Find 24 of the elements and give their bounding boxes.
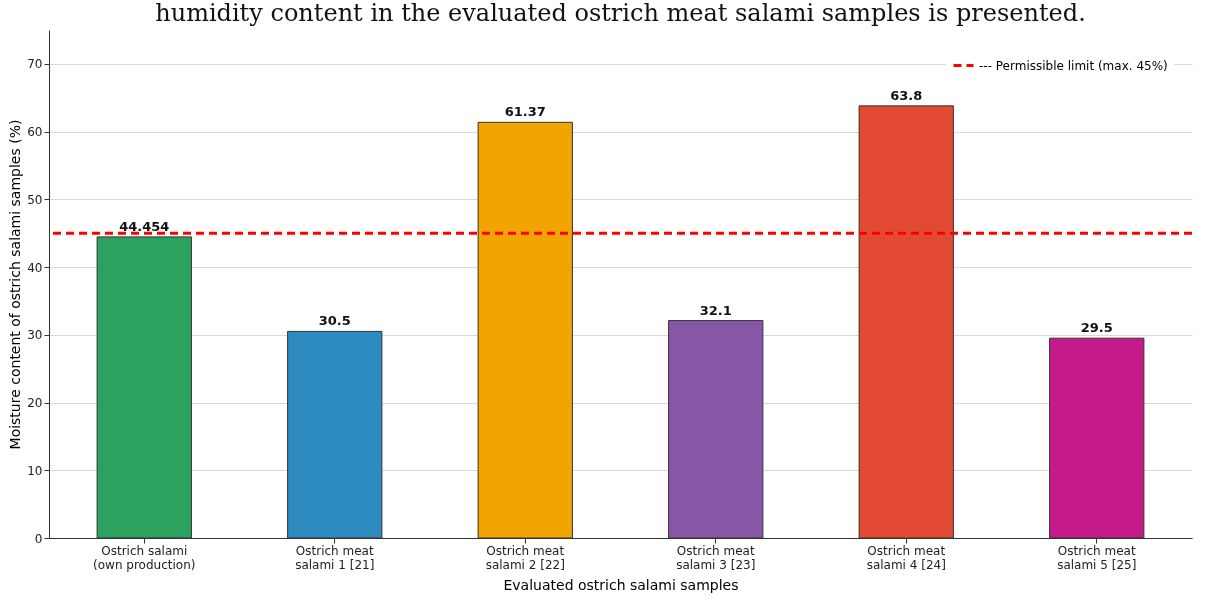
y-axis-title: Moisture content of ostrich salami samples (%): [7, 119, 24, 450]
x-axis-title: Evaluated ostrich salami samples: [503, 576, 739, 593]
y-tick-label: 30: [27, 328, 43, 343]
x-tick-label: Ostrich salami (own production): [93, 543, 196, 572]
x-tick-label: Ostrich meat salami 5 [25]: [1057, 543, 1137, 572]
x-tick-label: Ostrich meat salami 1 [21]: [295, 543, 375, 572]
y-tick-label: 70: [27, 57, 43, 72]
x-tick-label: Ostrich meat salami 3 [23]: [676, 543, 756, 572]
data-label: 32.1: [699, 302, 732, 318]
y-tick-label: 10: [27, 463, 43, 478]
chart-title: humidity content in the evaluated ostrich meat salami samples is presented.: [155, 0, 1086, 27]
y-tick-label: 0: [34, 531, 43, 546]
x-tick-label: Ostrich meat salami 2 [22]: [485, 543, 565, 572]
data-label: 30.5: [318, 313, 351, 329]
legend-label: --- Permissible limit (max. 45%): [979, 58, 1168, 73]
data-label: 29.5: [1080, 320, 1113, 336]
y-tick-label: 50: [27, 192, 43, 207]
y-tick-label: 60: [27, 125, 43, 140]
data-label: 61.37: [504, 104, 546, 120]
y-tick-label: 40: [27, 260, 43, 275]
y-tick-label: 20: [27, 396, 43, 411]
data-label: 44.454: [119, 218, 170, 234]
x-tick-label: Ostrich meat salami 4 [24]: [866, 543, 946, 572]
data-label: 63.8: [890, 87, 923, 103]
